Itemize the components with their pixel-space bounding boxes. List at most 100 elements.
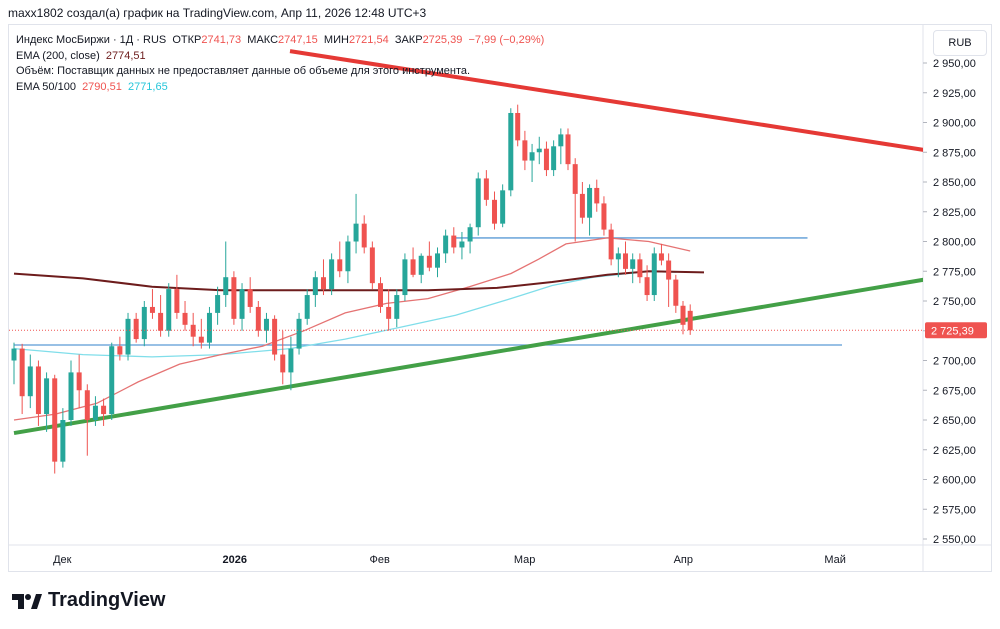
candle-body	[109, 346, 115, 415]
candle-body	[377, 283, 383, 307]
candle-body	[125, 318, 131, 355]
candle-body	[84, 390, 90, 420]
candle-body	[680, 305, 686, 325]
candle-body	[572, 164, 578, 194]
chart-frame[interactable]: 2 950,00 2 925,00 2 900,00 2 875,00 2 850,00…	[8, 24, 992, 572]
candle-body	[410, 259, 416, 275]
legend-ema100-value: 2771,65	[127, 80, 168, 93]
brand-name: TradingView	[48, 589, 166, 611]
candle-body	[272, 318, 278, 355]
legend-low: 2721,54	[348, 34, 389, 46]
y-tick-label: 2 850,00	[933, 177, 976, 189]
candle-body	[52, 378, 58, 462]
y-tick-label: 2 825,00	[933, 207, 976, 219]
candle-body	[483, 178, 489, 200]
candle-body	[558, 134, 564, 147]
candle-body	[239, 289, 245, 319]
candle-body	[312, 277, 318, 296]
candle-body	[101, 405, 107, 415]
candle-body	[435, 253, 441, 268]
y-tick-label: 2 550,00	[933, 534, 976, 546]
legend-ema200-label: EMA (200, close)	[16, 49, 100, 62]
candle-body	[215, 295, 221, 313]
candle-body	[117, 346, 123, 355]
ema100-line	[13, 270, 677, 358]
candle-body	[149, 306, 155, 313]
x-tick-label: Дек	[53, 554, 72, 566]
candle-body	[60, 420, 66, 462]
candle-body	[44, 378, 50, 415]
candle-body	[658, 253, 664, 261]
candle-body	[11, 348, 17, 361]
ema200-line	[13, 270, 705, 292]
candle-body	[644, 277, 650, 296]
candle-body	[166, 289, 172, 331]
candle-body	[475, 178, 481, 228]
candle-body	[459, 241, 465, 248]
x-tick-label: Май	[824, 554, 846, 566]
candle-body	[27, 366, 33, 397]
y-tick-label: 2 675,00	[933, 385, 976, 397]
candle-body	[418, 255, 424, 275]
candle-body	[174, 289, 180, 313]
candle-body	[182, 312, 188, 325]
candle-body	[443, 235, 449, 254]
candle-body	[529, 152, 535, 161]
candle-body	[579, 193, 585, 218]
candle-body	[508, 112, 514, 191]
candle-body	[467, 227, 473, 242]
candle-body	[623, 253, 629, 269]
tradingview-logo[interactable]: TradingView	[12, 589, 165, 612]
candle-body	[515, 112, 521, 141]
candle-body	[353, 223, 359, 242]
legend-open-label: ОТКР	[172, 34, 202, 46]
candle-body	[426, 255, 432, 268]
currency-button[interactable]: RUB	[933, 30, 987, 56]
tradingview-logo-icon	[12, 593, 42, 609]
chart-legend: Индекс МосБиржи · 1Д · RUS ОТКР2741,73 М…	[16, 33, 544, 95]
candle-body	[402, 259, 408, 296]
candle-body	[594, 187, 600, 204]
candle-body	[288, 348, 294, 373]
legend-ema50-value: 2790,51	[82, 80, 122, 93]
candle-body	[565, 134, 571, 165]
candle-body	[337, 259, 343, 272]
legend-ohlc-row: Индекс МосБиржи · 1Д · RUS ОТКР2741,73 М…	[16, 33, 544, 49]
candle-body	[206, 312, 212, 343]
candle-body	[345, 241, 351, 272]
candle-body	[255, 306, 261, 331]
legend-close: 2725,39	[422, 34, 463, 46]
plot-area[interactable]	[9, 49, 939, 474]
candle-body	[231, 277, 237, 319]
legend-volume-note: Объём: Поставщик данных не предоставляет…	[16, 65, 471, 77]
candle-body	[35, 366, 41, 415]
candle-body	[329, 259, 335, 290]
y-tick-label: 2 625,00	[933, 445, 976, 457]
candle-body	[666, 260, 672, 280]
candle-body	[651, 253, 657, 296]
candle-body	[687, 310, 693, 331]
candle-body	[304, 295, 310, 319]
candle-body	[92, 405, 98, 420]
legend-change: −7,99 (−0,29%)	[468, 34, 545, 46]
candle-body	[133, 318, 139, 340]
price-chart[interactable]: 2 950,00 2 925,00 2 900,00 2 875,00 2 850,00…	[9, 25, 991, 571]
legend-high: 2747,15	[278, 34, 318, 46]
candle-body	[320, 277, 326, 290]
candle-body	[247, 289, 253, 307]
candle-body	[522, 140, 528, 161]
candle-body	[19, 348, 25, 397]
y-tick-label: 2 650,00	[933, 415, 976, 427]
candle-body	[536, 148, 542, 153]
candle-body	[296, 318, 302, 349]
y-tick-label: 2 575,00	[933, 504, 976, 516]
x-tick-label: Мар	[514, 554, 536, 566]
candle-body	[158, 312, 164, 331]
legend-ema200-row[interactable]: EMA (200, close) 2774,51	[16, 49, 544, 65]
candle-body	[615, 253, 621, 260]
legend-ema-row[interactable]: EMA 50/100 2790,51 2771,65	[16, 80, 544, 96]
candle-body	[263, 318, 269, 331]
legend-symbol[interactable]: Индекс МосБиржи · 1Д · RUS	[16, 34, 167, 46]
candle-body	[630, 259, 636, 269]
chart-credit: maxx1802 создал(а) график на TradingView…	[8, 6, 427, 20]
